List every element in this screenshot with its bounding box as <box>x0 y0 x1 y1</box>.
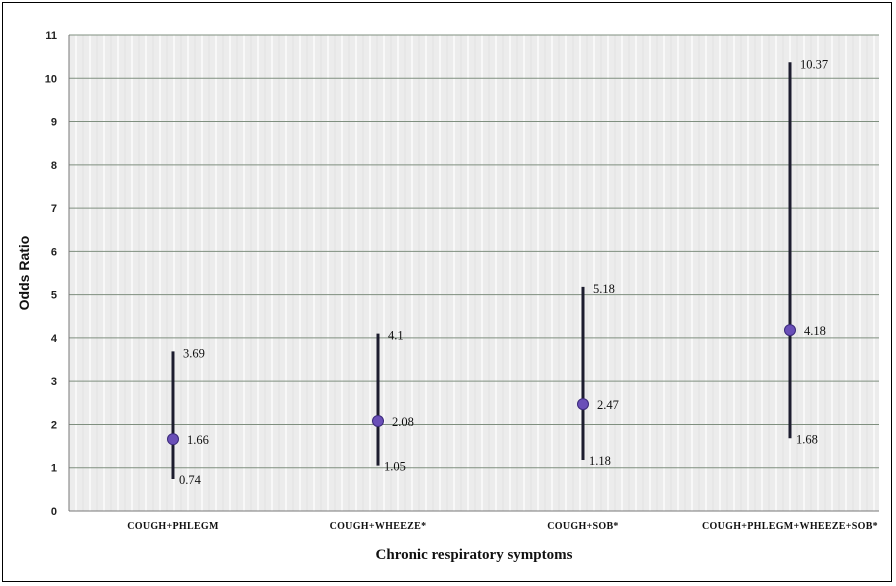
data-marks: 3.69 1.66 0.74 4.1 2.08 1.05 5.18 2.47 1.18 10.37… <box>167 57 828 487</box>
y-tick-label: 3 <box>51 376 57 388</box>
y-tick-label: 4 <box>51 333 58 345</box>
y-tick-label: 9 <box>51 117 57 129</box>
x-axis-categories: COUGH+PHLEGM COUGH+WHEEZE* COUGH+SOB* COUGH… <box>127 521 878 532</box>
ci-upper-label: 10.37 <box>800 57 828 71</box>
y-tick-label: 1 <box>51 463 57 475</box>
y-axis-ticks: 0 1 2 3 4 5 6 7 8 9 10 11 <box>45 30 58 518</box>
ci-lower-label: 1.18 <box>589 454 611 468</box>
ci-lower-label: 1.68 <box>796 432 818 446</box>
point-estimate-marker <box>577 398 589 411</box>
x-category-label: COUGH+PHLEGM <box>127 521 219 532</box>
point-estimate-label: 2.08 <box>392 415 414 429</box>
ci-lower-label: 1.05 <box>384 460 406 474</box>
y-tick-label: 6 <box>51 246 57 258</box>
ci-lower-label: 0.74 <box>179 473 202 487</box>
gridlines <box>68 34 879 512</box>
point-estimate-label: 2.47 <box>597 398 619 412</box>
y-tick-label: 5 <box>51 290 57 302</box>
y-tick-label: 8 <box>51 160 57 172</box>
y-axis-label: Odds Ratio <box>16 236 32 311</box>
point-estimate-marker <box>167 433 179 446</box>
point-estimate-marker <box>372 414 384 427</box>
ci-upper-label: 3.69 <box>183 346 205 360</box>
ci-upper-label: 4.1 <box>388 329 404 343</box>
y-tick-label: 7 <box>51 203 57 215</box>
plot-area <box>69 35 879 511</box>
point-estimate-label: 1.66 <box>187 433 209 447</box>
y-tick-label: 10 <box>45 73 57 85</box>
y-tick-label: 2 <box>51 419 57 431</box>
plot-background <box>69 35 879 511</box>
point-estimate-label: 4.18 <box>804 324 826 338</box>
y-tick-label: 11 <box>45 30 57 42</box>
point-estimate-marker <box>784 324 796 337</box>
x-axis-label: Chronic respiratory symptoms <box>376 547 573 563</box>
odds-ratio-chart: 0 1 2 3 4 5 6 7 8 9 10 11 COUGH+PHLEGM COUGH+WHEEZE*… <box>16 30 879 563</box>
x-category-label: COUGH+WHEEZE* <box>330 521 427 532</box>
x-category-label: COUGH+PHLEGM+WHEEZE+SOB* <box>702 521 878 532</box>
x-category-label: COUGH+SOB* <box>547 521 619 532</box>
y-tick-label: 0 <box>51 506 57 518</box>
ci-upper-label: 5.18 <box>593 282 615 296</box>
